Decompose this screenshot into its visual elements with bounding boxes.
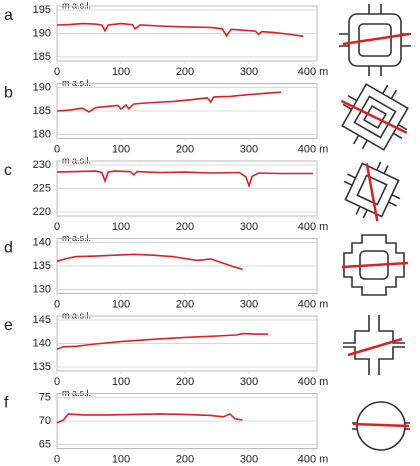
y-tick-label: 185 xyxy=(33,105,51,117)
x-tick-label: 200 xyxy=(176,66,194,78)
site-plan xyxy=(343,315,405,375)
y-axis-label: m a.s.l. xyxy=(62,310,91,320)
x-tick-label: 400 m xyxy=(298,221,329,233)
elevation-line xyxy=(56,412,243,424)
y-tick-label: 225 xyxy=(33,182,51,194)
x-tick-label: 200 xyxy=(176,376,194,388)
x-tick-label: 0 xyxy=(54,221,60,233)
y-tick-label: 135 xyxy=(33,361,51,373)
x-tick-label: 400 m xyxy=(298,453,329,465)
x-tick-label: 300 xyxy=(240,453,258,465)
x-tick-label: 400 m xyxy=(298,66,329,78)
panel-letter: d xyxy=(4,240,13,257)
y-tick-label: 135 xyxy=(33,260,51,272)
x-tick-label: 100 xyxy=(112,453,130,465)
y-tick-label: 230 xyxy=(33,159,51,171)
elevation-line xyxy=(56,170,313,189)
x-tick-label: 400 m xyxy=(298,143,329,155)
y-tick-label: 65 xyxy=(39,438,51,450)
elevation-line xyxy=(56,332,269,350)
y-axis-label: m a.s.l. xyxy=(62,78,91,88)
x-tick-label: 0 xyxy=(54,298,60,310)
panel-letter: f xyxy=(4,395,9,412)
x-tick-label: 100 xyxy=(112,143,130,155)
y-tick-label: 185 xyxy=(33,51,51,63)
site-plan xyxy=(352,401,410,451)
x-tick-label: 300 xyxy=(240,298,258,310)
y-tick-label: 75 xyxy=(39,391,51,403)
x-tick-label: 400 m xyxy=(298,298,329,310)
elevation-line xyxy=(56,253,243,271)
y-tick-label: 180 xyxy=(33,128,51,140)
x-tick-label: 200 xyxy=(176,143,194,155)
y-tick-label: 220 xyxy=(33,206,51,218)
panel-letter: a xyxy=(4,7,13,24)
x-tick-label: 200 xyxy=(176,298,194,310)
x-tick-label: 100 xyxy=(112,376,130,388)
x-tick-label: 0 xyxy=(54,143,60,155)
x-tick-label: 400 m xyxy=(298,376,329,388)
site-plan xyxy=(341,234,409,296)
y-tick-label: 140 xyxy=(33,337,51,349)
x-tick-label: 200 xyxy=(176,221,194,233)
x-tick-label: 100 xyxy=(112,298,130,310)
x-tick-label: 0 xyxy=(54,453,60,465)
y-tick-label: 190 xyxy=(33,27,51,39)
y-axis-label: m a.s.l. xyxy=(62,388,91,398)
site-plan xyxy=(340,83,409,151)
y-tick-label: 70 xyxy=(39,415,51,427)
y-tick-label: 190 xyxy=(33,81,51,93)
x-tick-label: 0 xyxy=(54,376,60,388)
y-tick-label: 145 xyxy=(33,314,51,326)
x-tick-label: 300 xyxy=(240,143,258,155)
y-axis-label: m a.s.l. xyxy=(62,155,91,165)
panel-letter: e xyxy=(4,317,13,334)
site-plan xyxy=(343,161,401,222)
panel-letter: c xyxy=(4,162,12,179)
x-tick-label: 300 xyxy=(240,66,258,78)
x-tick-label: 300 xyxy=(240,221,258,233)
y-tick-label: 140 xyxy=(33,236,51,248)
y-axis-label: m a.s.l. xyxy=(62,233,91,243)
y-axis-label: m a.s.l. xyxy=(62,0,91,10)
elevation-line xyxy=(56,91,282,113)
site-plan xyxy=(339,4,411,76)
x-tick-label: 300 xyxy=(240,376,258,388)
y-tick-label: 195 xyxy=(33,4,51,16)
x-tick-label: 100 xyxy=(112,221,130,233)
panel-letter: b xyxy=(4,85,13,102)
x-tick-label: 0 xyxy=(54,66,60,78)
x-tick-label: 200 xyxy=(176,453,194,465)
x-tick-label: 100 xyxy=(112,66,130,78)
elevation-line xyxy=(56,22,304,38)
y-tick-label: 130 xyxy=(33,283,51,295)
